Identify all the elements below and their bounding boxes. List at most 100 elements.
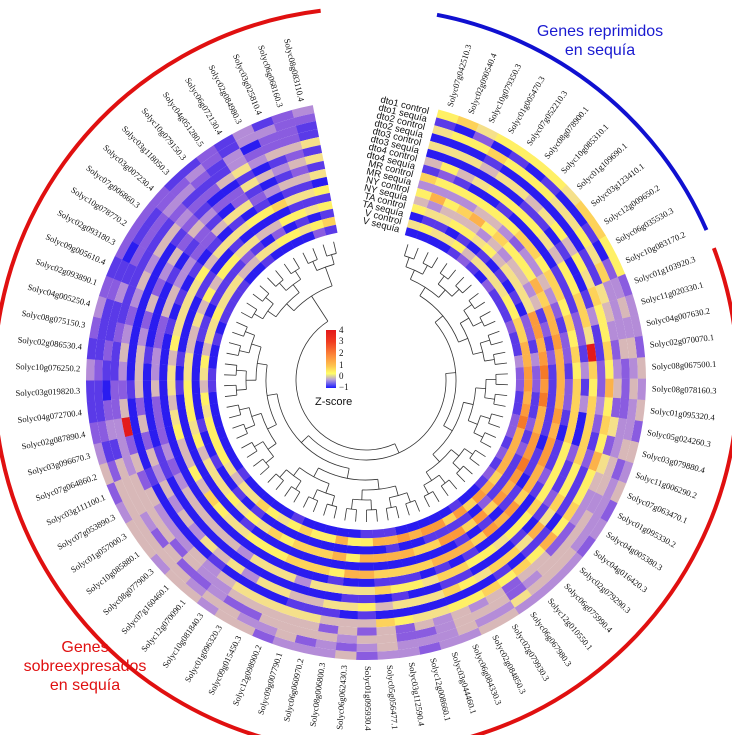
heatmap-cell — [360, 529, 373, 539]
heatmap-cell — [122, 497, 140, 520]
heatmap-cell — [134, 380, 144, 399]
heatmap-cell — [469, 559, 489, 576]
heatmap-cell — [377, 649, 400, 660]
heatmap-cell — [291, 208, 308, 221]
heatmap-cell — [193, 201, 213, 220]
heatmap-cell — [129, 472, 145, 494]
heatmap-cell — [234, 243, 250, 260]
heatmap-cell — [524, 417, 536, 432]
heatmap-cell — [215, 279, 230, 296]
heatmap-cell — [483, 550, 502, 567]
heatmap-cell — [263, 183, 282, 199]
heatmap-cell — [508, 331, 520, 346]
heatmap-cell — [543, 201, 563, 222]
gene-label: Solyc03g096670.3 — [26, 451, 91, 478]
heatmap-cell — [496, 569, 517, 588]
overexpressed-title-line1: Genes — [61, 639, 109, 656]
heatmap-cell — [207, 368, 217, 381]
heatmap-cell — [427, 140, 449, 155]
heatmap-cell — [534, 255, 551, 274]
heatmap-cell — [499, 263, 515, 279]
heatmap-cell — [128, 266, 145, 288]
heatmap-cell — [86, 358, 95, 381]
heatmap-cell — [114, 237, 133, 260]
heatmap-cell — [593, 304, 607, 325]
heatmap-cell — [144, 466, 159, 487]
heatmap-cell — [306, 211, 323, 224]
heatmap-cell — [413, 195, 430, 208]
heatmap-cell — [187, 522, 206, 541]
heatmap-cell — [137, 290, 152, 311]
gene-label: Solyc04g007630.2 — [645, 306, 710, 328]
heatmap-cell — [320, 607, 341, 618]
heatmap-cell — [461, 546, 480, 562]
heatmap-cell — [572, 272, 588, 293]
heatmap-cell — [134, 362, 144, 381]
heatmap-cell — [319, 208, 335, 220]
heatmap-cell — [294, 215, 310, 229]
heatmap-cell — [185, 577, 207, 597]
heatmap-cell — [118, 361, 128, 381]
heatmap-cell — [530, 391, 540, 406]
heatmap-cell — [524, 242, 542, 261]
heatmap-cell — [153, 411, 165, 430]
heatmap-cell — [239, 139, 262, 156]
heatmap-cell — [390, 582, 408, 594]
heatmap-cell — [209, 344, 220, 358]
heatmap-cell — [231, 259, 247, 275]
heatmap-cell — [292, 642, 316, 656]
heatmap-cell — [620, 358, 630, 379]
heatmap-cell — [213, 133, 237, 152]
heatmap-cell — [602, 280, 618, 302]
heatmap-cell — [194, 517, 212, 536]
heatmap-cell — [578, 344, 589, 363]
heatmap-cell — [425, 148, 446, 162]
heatmap-cell — [393, 606, 413, 618]
heatmap-cell — [170, 563, 192, 584]
heatmap-cell — [347, 537, 361, 547]
heatmap-cell — [547, 245, 565, 266]
heatmap-cell — [524, 194, 544, 214]
heatmap-cell — [181, 451, 196, 469]
heatmap-cell — [575, 509, 594, 531]
heatmap-cell — [462, 153, 484, 170]
heatmap-cell — [539, 531, 558, 552]
heatmap-cell — [175, 380, 185, 395]
heatmap-cell — [584, 243, 602, 266]
heatmap-cell — [496, 539, 516, 558]
heatmap-cell — [486, 147, 509, 165]
heatmap-cell — [480, 480, 495, 495]
heatmap-cell — [571, 252, 588, 273]
heatmap-cell — [168, 202, 188, 223]
heatmap-cell — [446, 246, 462, 261]
gene-label: Solyc02g093890.1 — [34, 256, 98, 287]
heatmap-cell — [507, 305, 520, 321]
heatmap-cell — [217, 518, 235, 535]
heatmap-cell — [195, 461, 210, 478]
heatmap-cell — [199, 430, 212, 446]
heatmap-cell — [358, 594, 376, 604]
heatmap-cell — [529, 447, 544, 464]
gene-label: Solyc08g083110.4 — [282, 38, 307, 104]
heatmap-cell — [472, 131, 495, 148]
heatmap-cell — [519, 493, 536, 512]
heatmap-cell — [173, 270, 189, 289]
heatmap-cell — [554, 241, 572, 261]
heatmap-cell — [515, 510, 533, 529]
heatmap-cell — [146, 506, 164, 528]
heatmap-cell — [497, 495, 514, 512]
heatmap-cell — [263, 561, 282, 577]
heatmap-cell — [464, 589, 486, 606]
heatmap-cell — [602, 477, 619, 500]
heatmap-cell — [206, 236, 223, 254]
heatmap-cell — [202, 270, 217, 287]
heatmap-cell — [481, 191, 501, 209]
heatmap-cell — [600, 499, 618, 523]
heatmap-cell — [391, 590, 410, 602]
overexpressed-group-arc — [0, 8, 732, 735]
heatmap-cell — [243, 146, 265, 163]
heatmap-cell — [143, 273, 159, 294]
heatmap-cell — [459, 197, 478, 213]
heatmap-cell — [211, 306, 225, 322]
heatmap-cell — [159, 460, 174, 480]
